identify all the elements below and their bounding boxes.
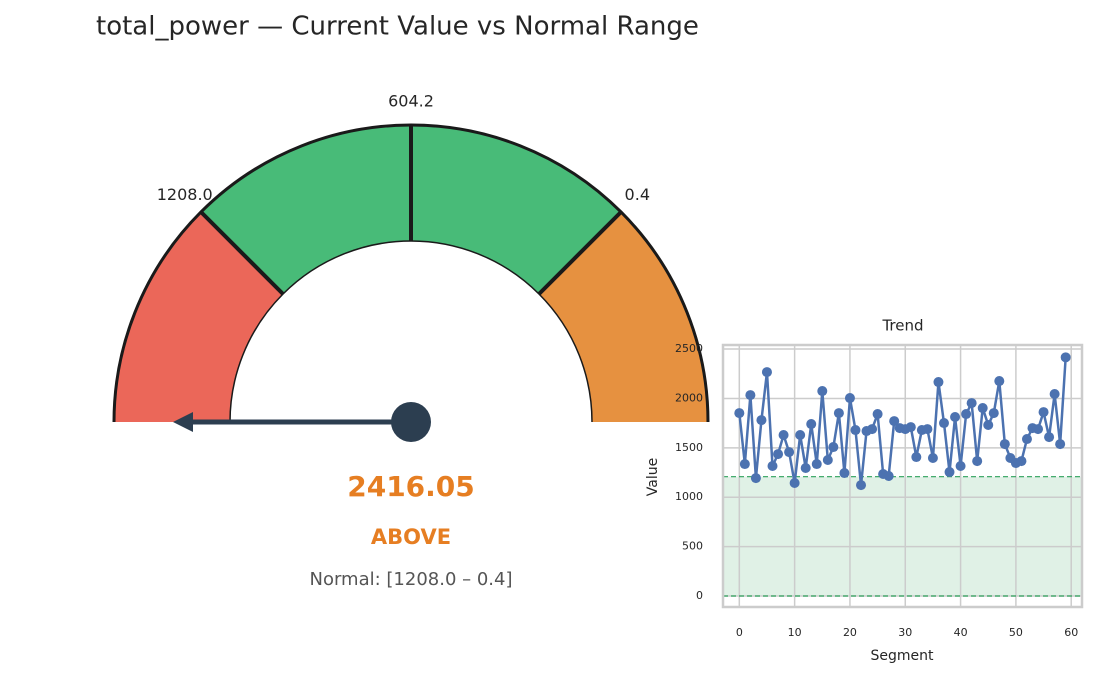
trend-point (1049, 389, 1060, 400)
trend-point (739, 459, 750, 470)
trend-point (961, 409, 972, 420)
trend-point (839, 468, 850, 479)
trend-point (811, 459, 822, 470)
trend-point (922, 424, 933, 435)
trend-point (1033, 424, 1044, 435)
trend-point (977, 403, 988, 414)
trend-point (767, 461, 778, 472)
x-tick-label: 10 (788, 626, 802, 639)
y-tick-label: 2500 (675, 342, 703, 355)
normal-band (723, 476, 1082, 596)
status: ABOVE (371, 525, 451, 549)
trend-point (822, 454, 833, 465)
trend-point (966, 398, 977, 409)
chart-title: total_power — Current Value vs Normal Ra… (96, 12, 699, 42)
trend-point (950, 412, 961, 423)
y-tick-label: 1000 (675, 490, 703, 503)
y-tick-label: 1500 (675, 441, 703, 454)
trend-point (789, 478, 800, 489)
trend-point (833, 408, 844, 419)
trend-point (750, 473, 761, 484)
y-tick-label: 2000 (675, 391, 703, 404)
trend-point (944, 467, 955, 478)
trend-point (844, 393, 855, 404)
x-axis-label: Segment (871, 648, 935, 664)
gauge-tick-label: 604.2 (388, 92, 434, 111)
x-tick-label: 20 (843, 626, 857, 639)
trend-point (778, 430, 789, 441)
trend-point (889, 416, 900, 427)
gauge-band (114, 211, 284, 422)
trend-point (983, 420, 994, 431)
plot-frame (721, 343, 1084, 609)
y-tick-label: 0 (696, 589, 703, 602)
trend-point (999, 439, 1010, 450)
gauge-tick-label: 0.4 (625, 185, 650, 204)
trend-point (994, 376, 1005, 387)
trend-point (745, 390, 756, 401)
trend-point (828, 442, 839, 453)
trend-title: Trend (881, 317, 923, 335)
gauge-tick (537, 210, 623, 296)
trend-point (867, 424, 878, 435)
trend-point (784, 447, 795, 458)
trend-point (773, 449, 784, 460)
gauge-inner-edge (229, 240, 593, 423)
x-tick-label: 40 (954, 626, 968, 639)
needle-hub (391, 402, 431, 442)
trend-point (856, 480, 867, 491)
x-tick-label: 0 (736, 626, 743, 639)
x-tick-label: 60 (1064, 626, 1078, 639)
trend-point (955, 461, 966, 472)
trend-point (972, 456, 983, 467)
x-tick-label: 50 (1009, 626, 1023, 639)
trend-point (1038, 407, 1049, 418)
trend-point (756, 415, 767, 426)
trend-point (795, 430, 806, 441)
y-axis-label: Value (645, 458, 661, 496)
x-tick-label: 30 (898, 626, 912, 639)
trend-point (1055, 439, 1066, 450)
needle-head (173, 412, 193, 432)
trend-point (850, 425, 861, 436)
trend-point (933, 377, 944, 388)
trend-point (988, 408, 999, 419)
normal-range: Normal: [1208.0 – 0.4] (309, 569, 512, 590)
trend-point (734, 408, 745, 419)
trend-point (872, 409, 883, 420)
trend-point (927, 453, 938, 464)
trend-point (800, 462, 811, 473)
gauge-tick (199, 210, 285, 296)
plot-area (723, 345, 1082, 607)
gauge-tick-label: 1208.0 (157, 185, 213, 204)
trend-point (806, 419, 817, 430)
y-tick-label: 500 (682, 540, 703, 553)
trend-point (905, 422, 916, 433)
trend-point (1044, 432, 1055, 443)
trend-point (817, 386, 828, 397)
trend-point (761, 367, 772, 378)
trend-point (883, 471, 894, 481)
trend-point (938, 418, 949, 429)
trend-point (1021, 434, 1032, 445)
trend-point (1016, 456, 1027, 467)
gauge-band (538, 211, 708, 422)
trend-point (911, 452, 922, 463)
trend-point (1060, 352, 1071, 363)
current-value: 2416.05 (347, 470, 475, 503)
